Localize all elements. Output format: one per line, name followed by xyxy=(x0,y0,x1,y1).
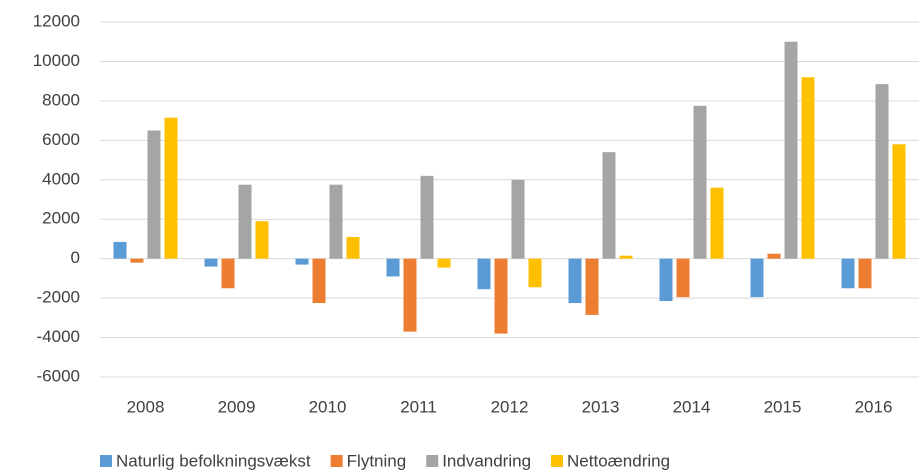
bar xyxy=(568,258,582,304)
legend-label: Flytning xyxy=(347,451,407,470)
bar xyxy=(659,258,673,302)
bar xyxy=(619,255,633,259)
bar xyxy=(801,77,815,259)
legend-label: Indvandring xyxy=(442,451,531,470)
y-tick-label: 4000 xyxy=(42,169,80,188)
bar xyxy=(710,187,724,259)
legend-swatch xyxy=(100,455,112,467)
x-tick-label: 2013 xyxy=(582,397,620,416)
bar xyxy=(329,184,343,259)
bar xyxy=(841,258,855,289)
y-tick-label: -6000 xyxy=(37,366,80,385)
legend-swatch xyxy=(426,455,439,467)
bar xyxy=(528,258,542,288)
x-tick-label: 2016 xyxy=(855,397,893,416)
legend-label: Nettoændring xyxy=(567,451,670,470)
legend-swatch xyxy=(330,455,343,467)
x-tick-label: 2011 xyxy=(400,397,437,416)
bar xyxy=(892,144,906,259)
bar xyxy=(113,241,127,259)
bar xyxy=(420,175,434,259)
bar xyxy=(221,258,235,289)
bar xyxy=(585,258,599,315)
bar xyxy=(238,184,252,259)
bar xyxy=(693,105,707,259)
bar xyxy=(477,258,491,290)
x-tick-label: 2008 xyxy=(127,397,165,416)
legend-swatch xyxy=(551,455,564,467)
x-tick-label: 2009 xyxy=(218,397,256,416)
x-tick-label: 2014 xyxy=(673,397,711,416)
bar xyxy=(164,117,178,259)
x-tick-label: 2012 xyxy=(491,397,529,416)
bar xyxy=(750,258,764,298)
bar xyxy=(602,152,616,259)
y-tick-label: 0 xyxy=(71,248,80,267)
y-tick-label: 2000 xyxy=(42,209,80,228)
x-tick-label: 2015 xyxy=(764,397,802,416)
bar xyxy=(130,258,144,263)
bar xyxy=(295,258,309,265)
bar xyxy=(147,130,161,259)
x-tick-label: 2010 xyxy=(309,397,347,416)
legend-label: Naturlig befolkningsvækst xyxy=(116,451,311,470)
y-tick-label: -4000 xyxy=(37,327,80,346)
bar xyxy=(312,258,326,304)
bar xyxy=(437,258,451,268)
bar xyxy=(346,236,360,259)
bar xyxy=(386,258,400,277)
bar xyxy=(403,258,417,332)
bar xyxy=(255,221,269,259)
bar xyxy=(784,41,798,259)
y-tick-label: -2000 xyxy=(37,288,80,307)
bar xyxy=(875,84,889,259)
bar xyxy=(204,258,218,267)
bar xyxy=(676,258,690,298)
bar xyxy=(511,179,525,259)
bar xyxy=(858,258,872,289)
bar xyxy=(494,258,508,334)
y-tick-label: 10000 xyxy=(33,51,80,70)
y-tick-label: 8000 xyxy=(42,90,80,109)
bar xyxy=(767,253,781,259)
y-tick-label: 6000 xyxy=(42,130,80,149)
y-tick-label: 12000 xyxy=(33,11,80,30)
